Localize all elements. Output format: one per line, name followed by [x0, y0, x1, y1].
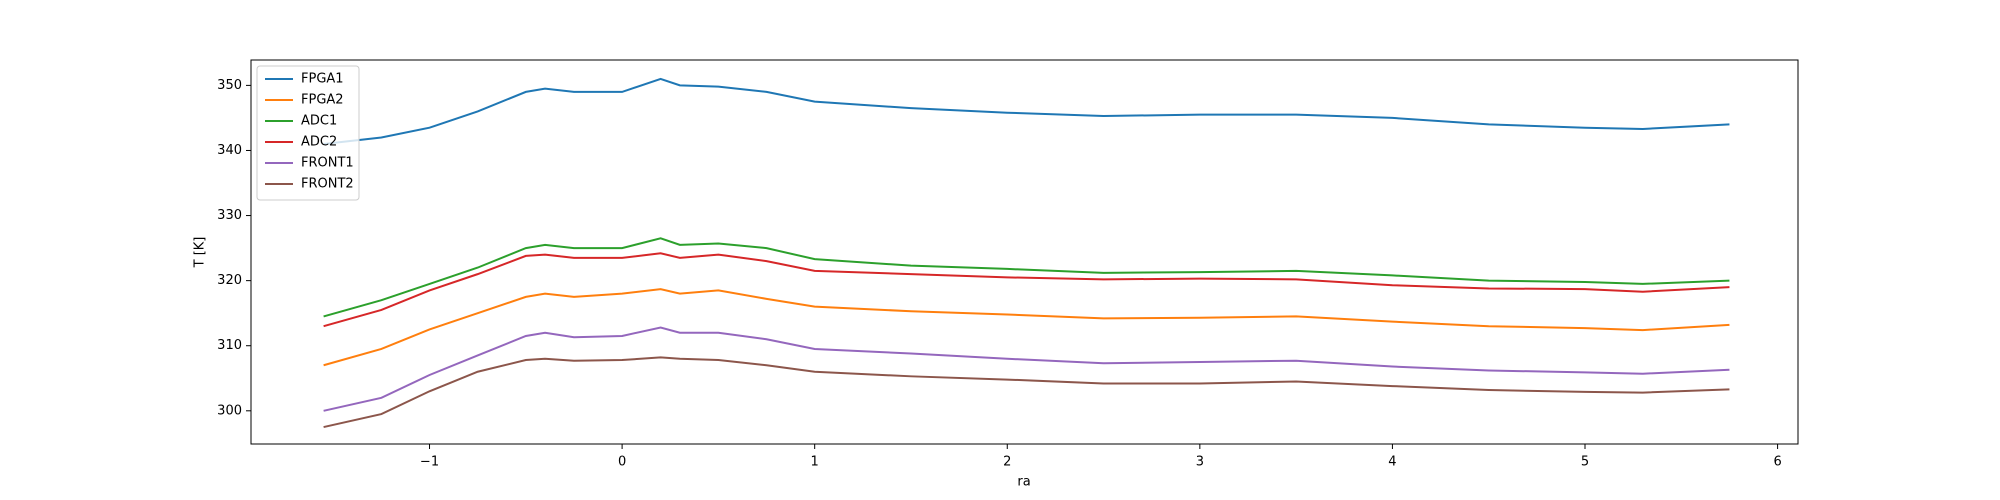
series-line [323, 77, 1730, 145]
series-line [323, 237, 1730, 318]
y-tick-label: 330 [217, 208, 242, 223]
x-tick-label: 4 [1388, 455, 1396, 470]
y-tick-label: 320 [217, 273, 242, 288]
series-line [323, 326, 1730, 412]
x-tick-label: −1 [420, 455, 439, 470]
legend-label: FRONT2 [301, 177, 354, 192]
plot-frame [250, 59, 1799, 445]
y-tick-label: 350 [217, 78, 242, 93]
y-tick-label: 310 [217, 338, 242, 353]
legend-label: ADC2 [301, 135, 337, 150]
x-axis-label: ra [1017, 475, 1030, 490]
x-tick-label: 1 [811, 455, 819, 470]
series-line [323, 356, 1730, 429]
series-line [323, 288, 1730, 367]
series-line [323, 252, 1730, 328]
x-tick-label: 2 [1003, 455, 1011, 470]
y-tick-label: 340 [217, 143, 242, 158]
x-tick-label: 6 [1773, 455, 1781, 470]
x-tick-label: 5 [1581, 455, 1589, 470]
x-tick-label: 0 [618, 455, 626, 470]
y-tick-label: 300 [217, 403, 242, 418]
x-tick-label: 3 [1196, 455, 1204, 470]
legend-label: ADC1 [301, 114, 337, 129]
legend-label: FPGA2 [301, 93, 344, 108]
legend-label: FRONT1 [301, 156, 354, 171]
y-axis-label: T [K] [193, 237, 208, 269]
legend-label: FPGA1 [301, 72, 344, 87]
